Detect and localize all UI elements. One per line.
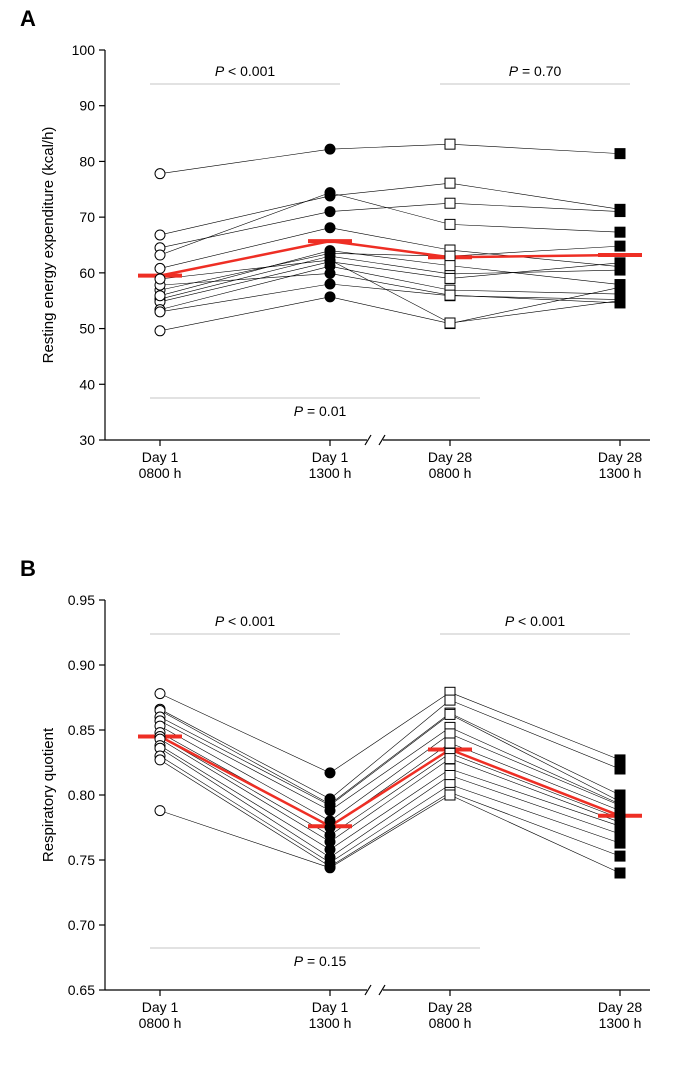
svg-text:1300 h: 1300 h xyxy=(309,465,352,481)
svg-text:30: 30 xyxy=(79,432,95,448)
svg-text:P = 0.15: P = 0.15 xyxy=(294,953,347,969)
svg-text:Day 1: Day 1 xyxy=(312,449,349,465)
svg-text:0.75: 0.75 xyxy=(68,852,95,868)
svg-text:Day 1: Day 1 xyxy=(142,999,179,1015)
svg-text:0800 h: 0800 h xyxy=(429,1015,472,1031)
svg-text:0.65: 0.65 xyxy=(68,982,95,998)
svg-text:1300 h: 1300 h xyxy=(599,1015,642,1031)
svg-text:0.90: 0.90 xyxy=(68,657,95,673)
svg-text:Day 28: Day 28 xyxy=(598,449,643,465)
panel-a-chart: 30 40 50 60 70 80 90 100 Resting energy expendit… xyxy=(20,30,660,520)
svg-text:P = 0.70: P = 0.70 xyxy=(509,63,562,79)
svg-text:Resting energy expenditure (kc: Resting energy expenditure (kcal/h) xyxy=(40,127,57,364)
svg-text:90: 90 xyxy=(79,98,95,114)
svg-text:80: 80 xyxy=(79,153,95,169)
svg-text:Day 1: Day 1 xyxy=(312,999,349,1015)
svg-text:1300 h: 1300 h xyxy=(309,1015,352,1031)
svg-text:Day 1: Day 1 xyxy=(142,449,179,465)
svg-text:1300 h: 1300 h xyxy=(599,465,642,481)
svg-text:50: 50 xyxy=(79,321,95,337)
svg-text:70: 70 xyxy=(79,209,95,225)
panel-a-label: A xyxy=(20,6,36,32)
svg-text:0.70: 0.70 xyxy=(68,917,95,933)
figure-root: A 30 40 50 60 70 80 90 100 Resting energy expend… xyxy=(0,0,681,1076)
svg-text:P < 0.001: P < 0.001 xyxy=(505,613,566,629)
svg-text:Respiratory quotient: Respiratory quotient xyxy=(40,727,57,862)
svg-text:0.85: 0.85 xyxy=(68,722,95,738)
svg-text:0800 h: 0800 h xyxy=(139,465,182,481)
svg-text:P < 0.001: P < 0.001 xyxy=(215,63,276,79)
svg-text:P = 0.01: P = 0.01 xyxy=(294,403,347,419)
panel-b-label: B xyxy=(20,556,36,582)
svg-text:60: 60 xyxy=(79,265,95,281)
svg-text:0.95: 0.95 xyxy=(68,592,95,608)
svg-text:0800 h: 0800 h xyxy=(429,465,472,481)
panel-b-chart: 0.65 0.70 0.75 0.80 0.85 0.90 0.95 Respiratory … xyxy=(20,580,660,1070)
svg-text:40: 40 xyxy=(79,376,95,392)
svg-text:Day 28: Day 28 xyxy=(598,999,643,1015)
svg-text:0.80: 0.80 xyxy=(68,787,95,803)
svg-text:P < 0.001: P < 0.001 xyxy=(215,613,276,629)
svg-text:0800 h: 0800 h xyxy=(139,1015,182,1031)
svg-text:Day 28: Day 28 xyxy=(428,999,473,1015)
svg-text:Day 28: Day 28 xyxy=(428,449,473,465)
svg-text:100: 100 xyxy=(72,42,96,58)
